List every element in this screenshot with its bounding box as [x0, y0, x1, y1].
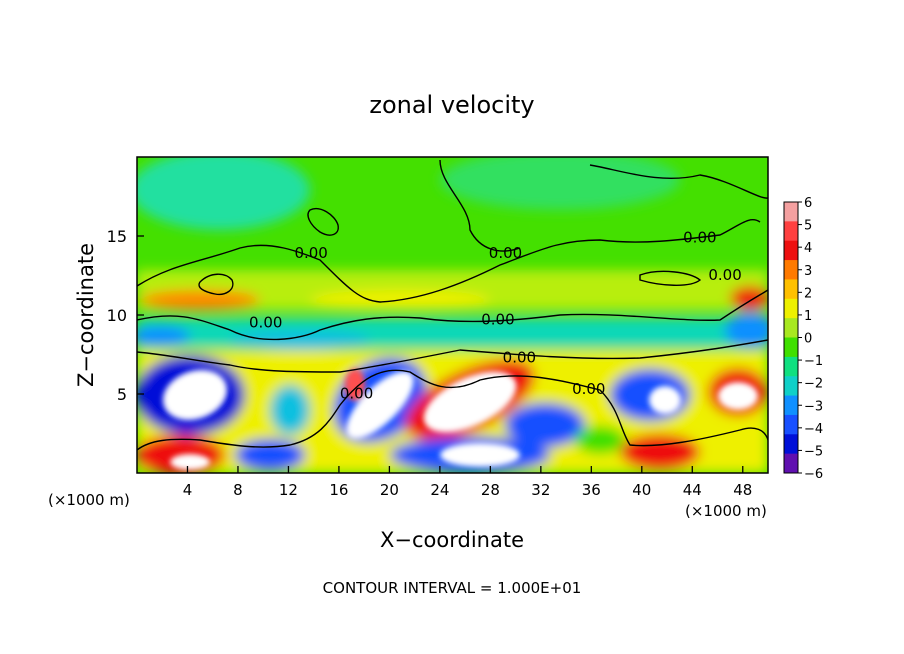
- x-tick-label: 44: [683, 481, 702, 499]
- x-tick-label: 16: [329, 481, 348, 499]
- contour-label: 0.00: [481, 310, 514, 328]
- colorbar-tick-label: −3: [804, 399, 823, 414]
- contour-label: 0.00: [572, 380, 605, 398]
- x-tick-label: 32: [531, 481, 550, 499]
- colorbar-swatch: [784, 337, 798, 358]
- y-tick-label: 5: [117, 385, 127, 404]
- contour-label: 0.00: [489, 244, 522, 262]
- colorbar-tick-label: −5: [804, 444, 823, 459]
- x-tick-label: 4: [183, 481, 193, 499]
- x-tick-label: 12: [279, 481, 298, 499]
- x-tick-label: 20: [380, 481, 399, 499]
- x-scale-note-right: (×1000 m): [685, 502, 767, 520]
- chart-title: zonal velocity: [369, 91, 534, 119]
- colorbar-tick-label: 3: [804, 264, 812, 279]
- x-tick-label: 48: [733, 481, 752, 499]
- contour-label: 0.00: [708, 266, 741, 284]
- x-tick-label: 8: [233, 481, 243, 499]
- colorbar-swatch: [784, 434, 798, 455]
- colorbar-tick-label: −1: [804, 354, 823, 369]
- colorbar-swatch: [784, 356, 798, 377]
- colorbar-tick-label: 0: [804, 332, 812, 347]
- colorbar-swatch: [784, 260, 798, 280]
- y-tick-label: 10: [107, 306, 127, 325]
- colorbar-swatch: [784, 376, 798, 397]
- colorbar-tick-label: −4: [804, 422, 823, 437]
- contour-label: 0.00: [249, 314, 282, 332]
- colorbar-tick-label: 6: [804, 196, 812, 211]
- contour-interval-note: CONTOUR INTERVAL = 1.000E+01: [323, 579, 582, 597]
- contour-labels: 0.00 0.00 0.00 0.00 0.00 0.00 0.00 0.00 0.00: [249, 228, 742, 402]
- colorbar-swatch: [784, 414, 798, 435]
- colorbar-swatch: [784, 318, 798, 338]
- colorbar-tick-label: −6: [804, 467, 823, 482]
- colorbar-tick-label: −2: [804, 377, 823, 392]
- contour-lines: [137, 159, 768, 451]
- colorbar-swatch: [784, 202, 798, 222]
- contour-label: 0.00: [340, 385, 373, 403]
- contour-label: 0.00: [294, 244, 327, 262]
- colorbar-tick-label: 4: [804, 241, 812, 256]
- velocity-field: [137, 157, 768, 473]
- x-axis-ticks: 4 8 12 16 20 24 28 32 36 40 44 48: [183, 466, 752, 499]
- colorbar-swatch: [784, 298, 798, 319]
- colorbar-tick-label: 2: [804, 286, 812, 301]
- y-tick-label: 15: [107, 227, 127, 246]
- y-axis-ticks: 5 10 15: [107, 227, 144, 404]
- x-tick-label: 36: [582, 481, 601, 499]
- colorbar-swatch: [784, 279, 798, 300]
- x-scale-note-left: (×1000 m): [48, 491, 130, 509]
- colorbar-swatch: [784, 395, 798, 416]
- colorbar-swatch: [784, 221, 798, 242]
- y-axis-label: Z−coordinate: [74, 243, 98, 387]
- colorbar-swatch: [784, 453, 798, 474]
- x-tick-label: 28: [481, 481, 500, 499]
- x-tick-label: 40: [632, 481, 651, 499]
- colorbar-swatch: [784, 240, 798, 261]
- colorbar-tick-label: 1: [804, 309, 812, 324]
- colorbar: 6 5 4 3 2 1 0 −1 −2 −3 −4 −5 −6: [783, 196, 823, 482]
- contour-label: 0.00: [683, 228, 716, 246]
- x-tick-label: 24: [430, 481, 449, 499]
- colorbar-tick-label: 5: [804, 219, 812, 234]
- contour-label: 0.00: [503, 348, 536, 366]
- x-axis-label: X−coordinate: [380, 528, 524, 552]
